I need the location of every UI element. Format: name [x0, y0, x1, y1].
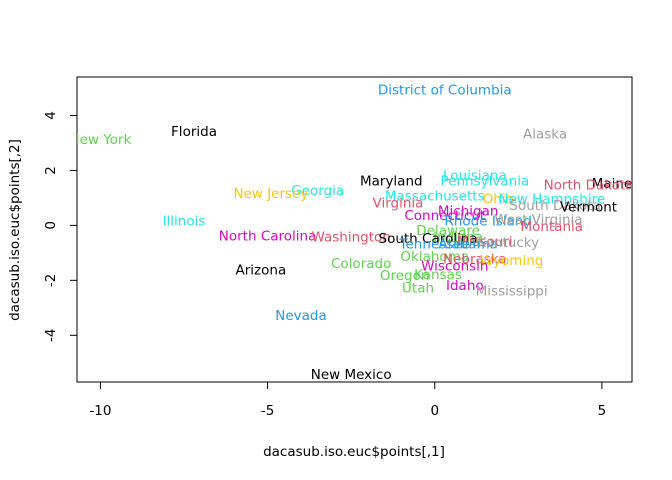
x-axis-label: dacasub.iso.euc$points[,1]	[263, 444, 445, 460]
state-label: Mississippi	[476, 283, 548, 299]
state-label: Massachusetts	[385, 189, 485, 205]
state-label: Georgia	[291, 183, 344, 199]
y-axis-label: dacasub.iso.euc$points[,2]	[7, 139, 23, 321]
state-label: Maine	[592, 176, 633, 192]
state-label: Tennessee	[399, 237, 470, 253]
state-label: Rhode Island	[444, 213, 532, 229]
state-label: Nevada	[275, 308, 327, 324]
state-label: Idaho	[446, 278, 484, 294]
state-label: Kansas	[414, 267, 462, 283]
state-label: Oklahoma	[400, 249, 469, 265]
state-label: Missouri	[457, 234, 513, 250]
y-tick-label: 0	[43, 221, 59, 230]
state-label: Washington	[311, 230, 390, 246]
state-label: Vermont	[560, 200, 617, 216]
state-label: Delaware	[416, 223, 480, 239]
state-label: West Virginia	[494, 212, 582, 228]
state-label: Nebraska	[443, 252, 507, 268]
state-label: Maryland	[360, 173, 423, 189]
state-label: South Carolina	[379, 231, 478, 247]
state-label: North Dakota	[544, 178, 634, 194]
state-label: Ohio	[483, 191, 514, 207]
state-label: Utah	[402, 281, 434, 297]
state-label: South Dakota	[509, 198, 600, 214]
x-tick-label: 0	[430, 403, 439, 419]
state-label: Alaska	[523, 127, 567, 143]
state-label: Florida	[171, 124, 217, 140]
state-label: New Mexico	[311, 367, 392, 383]
x-axis: -10 -5 0 5	[89, 381, 607, 419]
state-label: Michigan	[438, 204, 499, 220]
state-label: New York	[69, 132, 131, 148]
state-label: Illinois	[163, 213, 206, 229]
x-tick-label: -5	[261, 403, 274, 419]
state-label: Louisiana	[443, 168, 507, 184]
y-tick-label: 4	[43, 111, 59, 120]
y-tick-label: -4	[43, 329, 59, 342]
state-label: New Jersey	[233, 186, 308, 202]
state-label: Pennsylvania	[441, 173, 530, 189]
state-label: Alabama	[438, 237, 498, 253]
state-label: Kentucky	[477, 235, 539, 251]
state-label: Oregon	[380, 268, 430, 284]
state-label: Virginia	[373, 195, 424, 211]
state-label: Colorado	[331, 256, 391, 272]
x-tick-label: 5	[598, 403, 607, 419]
state-label: Montania	[520, 219, 583, 235]
state-label: District of Columbia	[378, 83, 512, 99]
y-axis: -4 -2 0 2 4	[43, 111, 78, 342]
state-label: New Hampshire	[498, 191, 605, 207]
state-label: North Carolina	[219, 228, 317, 244]
state-label: Wisconsin	[421, 259, 488, 275]
state-label: Arizona	[236, 263, 287, 279]
y-tick-label: -2	[43, 274, 59, 287]
state-label: Indiana	[433, 230, 483, 246]
state-label: Connecticut	[404, 208, 485, 224]
x-tick-label: -10	[89, 403, 111, 419]
state-label: Wyoming	[480, 253, 543, 269]
y-tick-label: 2	[43, 166, 59, 175]
point-labels: District of Columbia Alaska New York Florid…	[69, 83, 634, 383]
